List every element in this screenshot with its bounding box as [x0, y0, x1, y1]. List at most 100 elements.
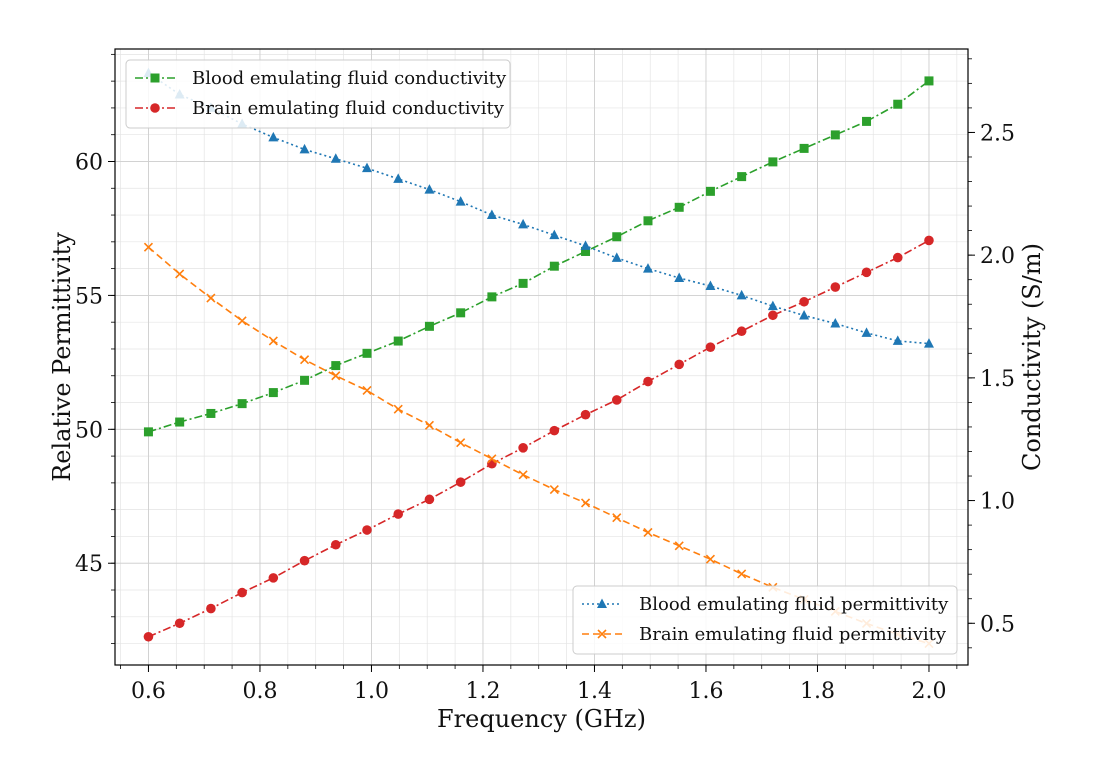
data-point — [705, 342, 716, 352]
marker-stroke — [175, 269, 185, 279]
x-axis-title: Frequency (GHz) — [437, 705, 646, 733]
legend-item: Blood emulating fluid permittivity — [582, 594, 949, 615]
data-point — [455, 196, 466, 206]
marker-stroke — [612, 513, 622, 523]
legend-item: Brain emulating fluid permittivity — [582, 624, 947, 645]
y-axis-right-title: Conductivity (S/m) — [1018, 243, 1046, 471]
data-point — [486, 209, 497, 220]
data-point — [893, 99, 903, 109]
data-point — [518, 443, 528, 453]
marker-stroke — [268, 336, 278, 346]
data-point — [268, 336, 278, 346]
data-point — [705, 186, 715, 196]
data-point — [456, 438, 466, 448]
x-tick-label: 1.4 — [577, 679, 612, 704]
data-point — [549, 485, 559, 495]
y-left-tick-label: 60 — [75, 150, 103, 175]
data-point — [393, 509, 404, 519]
data-point — [424, 321, 434, 331]
data-point — [830, 318, 841, 328]
data-point — [924, 76, 934, 86]
data-point — [799, 143, 809, 153]
marker-stroke — [206, 293, 216, 303]
data-point — [549, 425, 560, 436]
data-point — [674, 359, 685, 370]
data-point — [299, 143, 310, 154]
data-point — [206, 293, 216, 303]
marker-stroke — [549, 485, 559, 495]
data-point — [299, 355, 310, 365]
data-point — [705, 554, 715, 564]
legend-box — [125, 59, 511, 129]
marker-stroke — [143, 242, 154, 252]
legends: Blood emulating fluid conductivity Brain … — [125, 59, 958, 655]
data-point — [892, 335, 903, 345]
data-point — [549, 261, 559, 271]
data-point — [861, 327, 872, 337]
data-point — [580, 498, 591, 508]
data-point — [143, 631, 154, 642]
data-point — [643, 527, 653, 537]
data-point — [143, 242, 154, 252]
marker-stroke — [597, 629, 607, 639]
data-point — [767, 300, 778, 311]
data-point — [300, 375, 310, 385]
marker-stroke — [456, 438, 466, 448]
data-point — [487, 292, 497, 302]
grid — [115, 49, 968, 665]
data-point — [549, 229, 560, 240]
legend-marker — [597, 598, 607, 608]
y-right-tick-label: 1.0 — [980, 490, 1015, 515]
data-point — [861, 267, 872, 278]
data-point — [143, 427, 153, 437]
data-point — [361, 162, 372, 173]
data-point — [799, 309, 810, 320]
y-right-tick-label: 0.5 — [980, 612, 1015, 637]
legend-item: Brain emulating fluid conductivity — [135, 98, 505, 119]
data-point — [174, 618, 185, 629]
legend-marker — [597, 629, 607, 639]
ticks: 0.6 0.8 1.0 1.2 1.4 1.6 1.8 2.0 45 50 55 60 0.5 1.0 1.… — [75, 53, 1015, 704]
y-right-tick-label: 1.5 — [980, 367, 1015, 392]
data-point — [206, 408, 216, 418]
legend-item: Blood emulating fluid conductivity — [135, 68, 507, 89]
data-point — [237, 316, 247, 326]
plot-frame — [114, 48, 969, 666]
data-point — [737, 172, 747, 182]
marker-stroke — [705, 554, 715, 564]
data-point — [518, 470, 528, 480]
data-point — [331, 361, 341, 371]
data-point — [612, 513, 622, 523]
data-point — [393, 336, 403, 346]
data-point — [924, 235, 934, 246]
data-point — [487, 454, 497, 464]
data-point — [518, 278, 528, 288]
x-tick-label: 1.2 — [465, 679, 500, 704]
data-point — [737, 569, 747, 579]
data-point — [862, 116, 872, 126]
data-point — [830, 282, 841, 292]
data-point — [393, 173, 404, 183]
data-point — [799, 296, 809, 307]
marker-stroke — [362, 385, 372, 396]
data-point — [455, 477, 466, 487]
data-point — [705, 280, 716, 291]
legend-marker — [150, 103, 160, 113]
x-tick-label: 1.0 — [354, 679, 389, 704]
marker-stroke — [424, 420, 435, 430]
marker-stroke — [643, 527, 653, 537]
data-point — [768, 310, 778, 321]
data-point — [268, 573, 279, 583]
data-point — [674, 202, 684, 212]
marker-stroke — [393, 404, 403, 414]
data-point — [612, 232, 622, 242]
data-point — [362, 348, 372, 358]
data-point — [424, 420, 435, 430]
marker-stroke — [518, 470, 528, 480]
data-point — [611, 252, 622, 262]
y-axis-left-title: Relative Permittivity — [48, 232, 76, 482]
data-point — [892, 252, 903, 263]
data-point — [330, 153, 341, 163]
x-tick-label: 2.0 — [911, 679, 946, 704]
data-point — [580, 409, 591, 420]
